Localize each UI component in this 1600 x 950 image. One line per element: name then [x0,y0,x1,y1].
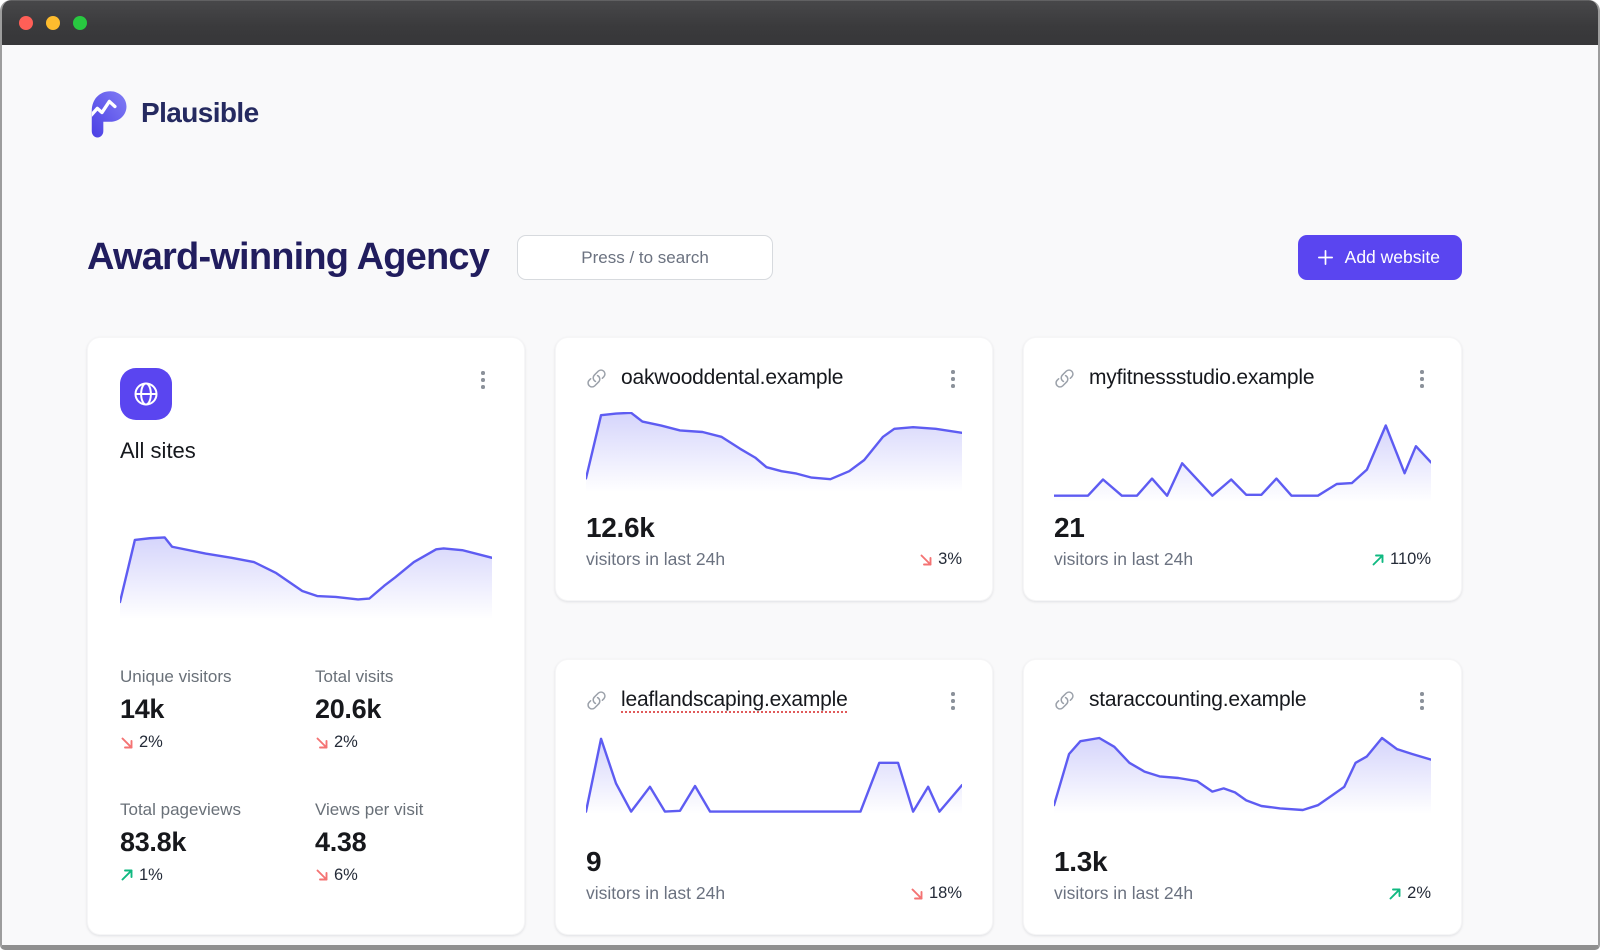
visitors-caption: visitors in last 24h [1054,549,1194,569]
close-window-icon[interactable] [19,15,33,30]
site-domain: leaflandscaping.example [621,688,848,711]
all-sites-title: All sites [120,438,196,463]
kebab-menu-icon[interactable] [1413,367,1431,389]
stat-total-pageviews: Total pageviews 83.8k 1% [120,799,241,884]
all-sites-stats: Unique visitors 14k 2% Total visits 20.6… [120,667,492,887]
visitors-value: 1.3k [1054,846,1108,877]
stat-unique-visitors: Unique visitors 14k 2% [120,667,232,751]
visitors-caption: visitors in last 24h [586,549,726,569]
sites-grid: All sites Unique visitors 14k 2% T [87,337,1462,935]
visitors-caption: visitors in last 24h [586,883,726,903]
trend-down-icon [919,553,933,567]
brand-name: Plausible [141,97,259,128]
kebab-menu-icon[interactable] [1413,689,1431,711]
stat-views-per-visit: Views per visit 4.38 6% [315,799,424,884]
all-sites-card[interactable]: All sites Unique visitors 14k 2% T [87,337,525,935]
kebab-menu-icon[interactable] [944,689,962,711]
kebab-menu-icon[interactable] [474,368,492,390]
plausible-logo-icon [91,91,127,138]
zoom-window-icon[interactable] [73,15,87,30]
site-domain: oakwooddental.example [621,366,844,389]
trend-up-icon [120,868,134,882]
stat-total-visits: Total visits 20.6k 2% [315,667,394,751]
window-titlebar [2,0,1598,45]
search-input[interactable] [517,235,774,280]
globe-icon [120,368,172,420]
traffic-lights [19,15,87,30]
traffic-sparkline-chart [586,412,962,492]
link-icon [586,368,607,389]
traffic-sparkline-chart [1054,412,1431,502]
trend-down-icon [315,736,329,750]
kebab-menu-icon[interactable] [944,367,962,389]
minimize-window-icon[interactable] [46,15,60,30]
trend-up-icon [1388,887,1402,901]
link-icon [586,690,607,711]
site-card-staraccounting[interactable]: staraccounting.example 1.3k visitors in … [1023,659,1462,935]
page-content: Plausible Award-winning Agency Add websi… [2,45,1598,945]
trend-up-icon [1371,553,1385,567]
add-website-label: Add website [1344,247,1440,267]
site-card-leaflandscaping[interactable]: leaflandscaping.example 9 visitors in la… [555,659,993,935]
traffic-sparkline-chart [120,534,492,619]
page-title: Award-winning Agency [87,236,490,278]
brand-header: Plausible [87,90,1462,138]
add-website-button[interactable]: Add website [1297,235,1462,280]
visitors-value: 9 [586,846,602,877]
trend-down-icon [910,887,924,901]
trend-down-icon [315,868,329,882]
traffic-sparkline-chart [1054,734,1431,814]
plus-icon [1317,249,1333,266]
visitors-caption: visitors in last 24h [1054,883,1194,903]
site-card-oakwooddental[interactable]: oakwooddental.example 12.6k visitors in … [555,337,993,601]
visitors-value: 21 [1054,512,1085,543]
link-icon [1054,368,1075,389]
page-header: Award-winning Agency Add website [87,235,1462,280]
site-domain: myfitnessstudio.example [1089,366,1315,389]
traffic-sparkline-chart [586,734,962,814]
trend-down-icon [120,736,134,750]
site-card-myfitnessstudio[interactable]: myfitnessstudio.example 21 visitors in l… [1023,337,1462,601]
visitors-value: 12.6k [586,512,655,543]
link-icon [1054,690,1075,711]
site-domain: staraccounting.example [1089,688,1307,711]
